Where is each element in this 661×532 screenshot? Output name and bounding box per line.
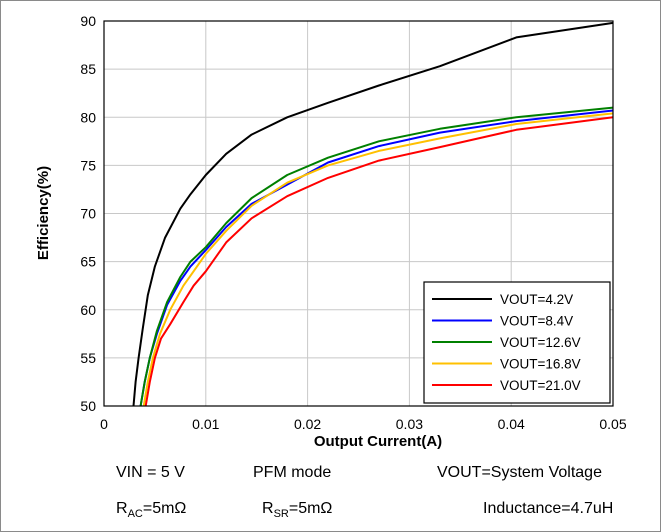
note-rsr-value: =5mΩ	[288, 500, 333, 517]
plot-area-border	[103, 20, 614, 407]
y-tick-label: 55	[80, 350, 96, 366]
y-tick-label: 50	[80, 398, 96, 414]
legend-label-2: VOUT=8.4V	[500, 314, 573, 329]
series-line-3	[139, 106, 614, 407]
y-tick-label: 65	[80, 254, 96, 270]
note-rsr-subscript: SR	[273, 508, 289, 521]
series-line-1	[132, 21, 614, 407]
legend-label-1: VOUT=4.2V	[500, 292, 573, 307]
y-tick-label: 60	[80, 302, 96, 318]
y-tick-label: 85	[80, 61, 96, 77]
x-tick-label: 0.05	[599, 416, 626, 432]
legend-label-3: VOUT=12.6V	[500, 335, 581, 350]
y-axis-title: Efficiency(%)	[35, 166, 52, 260]
series-line-5	[144, 116, 614, 407]
note-inductance: Inductance=4.7uH	[483, 500, 614, 517]
note-vin: VIN = 5 V	[116, 464, 185, 481]
legend-label-4: VOUT=16.8V	[500, 357, 581, 372]
x-tick-label: 0.03	[396, 416, 423, 432]
y-tick-label: 90	[80, 13, 96, 29]
note-rac-value: =5mΩ	[142, 500, 187, 517]
y-tick-labels: 50 55 60 65 70 75 80 85 90	[80, 13, 96, 414]
y-tick-label: 70	[80, 206, 96, 222]
note-vout: VOUT=System Voltage	[437, 464, 602, 481]
x-tick-label: 0.02	[294, 416, 321, 432]
note-rac-subscript: AC	[127, 508, 143, 521]
series-lines	[132, 21, 614, 407]
x-tick-labels: 0 0.01 0.02 0.03 0.04 0.05	[100, 416, 627, 432]
series-line-4	[142, 112, 614, 407]
y-tick-label: 80	[80, 109, 96, 125]
legend-label-5: VOUT=21.0V	[500, 378, 581, 393]
x-tick-label: 0	[100, 416, 108, 432]
legend: VOUT=4.2V VOUT=8.4V VOUT=12.6V VOUT=16.8V VO…	[423, 281, 611, 404]
x-tick-label: 0.04	[498, 416, 525, 432]
note-mode: PFM mode	[253, 464, 332, 481]
note-rsr-symbol: R	[262, 500, 274, 517]
note-rsr: RSR=5mΩ	[262, 500, 332, 520]
x-axis-title: Output Current(A)	[314, 433, 442, 450]
x-tick-label: 0.01	[192, 416, 219, 432]
note-rac: RAC=5mΩ	[116, 500, 186, 520]
note-rac-symbol: R	[116, 500, 128, 517]
y-tick-label: 75	[80, 157, 96, 173]
